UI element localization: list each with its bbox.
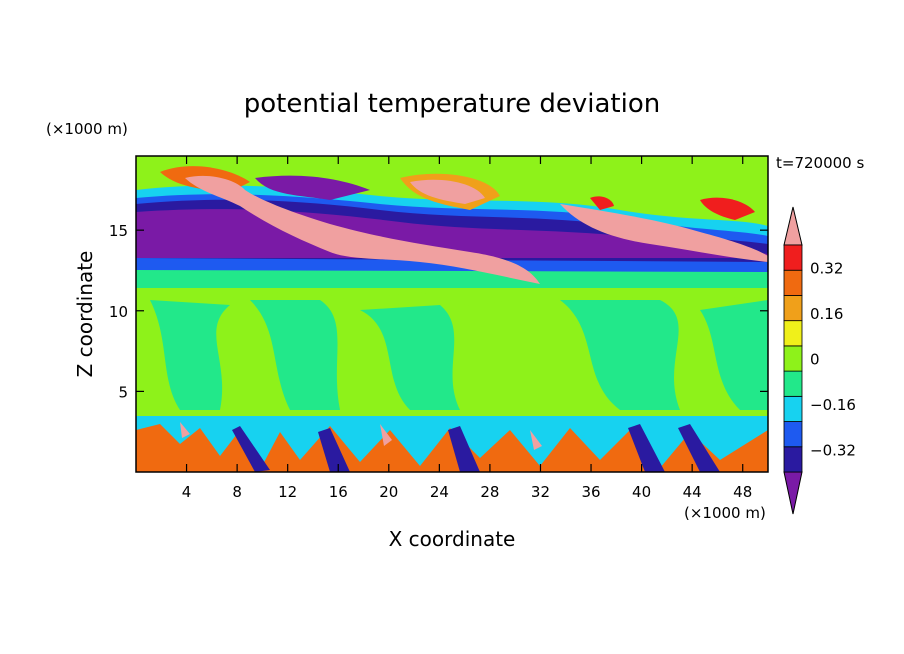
colorbar-segment bbox=[783, 395, 803, 422]
colorbar: 0.32 0.16 0 −0.16 −0.32 bbox=[783, 206, 856, 515]
x-tick-label: 32 bbox=[531, 483, 550, 501]
colorbar-extend-min bbox=[783, 471, 803, 515]
contour-field bbox=[136, 156, 768, 472]
x-tick-label: 24 bbox=[430, 483, 449, 501]
colorbar-segment bbox=[783, 370, 803, 397]
x-axis-label: X coordinate bbox=[389, 527, 516, 551]
plot-frame bbox=[135, 155, 769, 473]
contour-band bbox=[318, 428, 350, 472]
x-axis: 4 8 12 16 20 24 28 32 36 40 44 48 bbox=[182, 156, 752, 501]
time-label: t=720000 s bbox=[776, 154, 864, 172]
contour-band bbox=[185, 175, 540, 284]
colorbar-segment bbox=[783, 244, 803, 271]
colorbar-tick-label: 0.16 bbox=[810, 305, 843, 323]
contour-band bbox=[360, 305, 460, 410]
contour-band bbox=[700, 300, 768, 410]
colorbar-tick-label: −0.16 bbox=[810, 396, 856, 414]
contour-band bbox=[448, 426, 480, 472]
contour-band bbox=[678, 424, 720, 472]
colorbar-segment bbox=[783, 421, 803, 448]
contour-band bbox=[380, 424, 392, 446]
contour-band bbox=[590, 196, 614, 210]
y-unit-label: (×1000 m) bbox=[46, 120, 128, 138]
colorbar-segment bbox=[783, 295, 803, 322]
x-tick-label: 28 bbox=[480, 483, 499, 501]
x-tick-label: 48 bbox=[733, 483, 752, 501]
x-tick-label: 8 bbox=[232, 483, 242, 501]
colorbar-segment bbox=[783, 269, 803, 296]
x-tick-label: 12 bbox=[278, 483, 297, 501]
x-tick-label: 40 bbox=[632, 483, 651, 501]
colorbar-segment bbox=[783, 320, 803, 347]
contour-band bbox=[180, 422, 190, 438]
y-tick-label: 15 bbox=[109, 222, 128, 240]
colorbar-tick-label: −0.32 bbox=[810, 441, 856, 459]
chart-title: potential temperature deviation bbox=[244, 89, 660, 119]
colorbar-segment bbox=[783, 446, 803, 473]
contour-band bbox=[255, 175, 370, 200]
colorbar-segment bbox=[783, 345, 803, 372]
x-tick-label: 16 bbox=[329, 483, 348, 501]
y-tick-label: 5 bbox=[118, 383, 128, 401]
contour-band bbox=[560, 204, 768, 262]
contour-band bbox=[410, 179, 485, 204]
contour-band bbox=[530, 430, 542, 450]
contour-band bbox=[250, 300, 340, 410]
contour-band bbox=[628, 424, 665, 472]
x-tick-label: 20 bbox=[379, 483, 398, 501]
contour-band bbox=[560, 300, 680, 410]
y-tick-label: 10 bbox=[109, 303, 128, 321]
contour-band bbox=[700, 197, 755, 220]
x-unit-label: (×1000 m) bbox=[684, 504, 766, 522]
y-axis: 5 10 15 bbox=[109, 222, 768, 401]
contour-band bbox=[232, 426, 270, 472]
x-tick-label: 36 bbox=[581, 483, 600, 501]
x-tick-label: 4 bbox=[182, 483, 192, 501]
colorbar-tick-label: 0 bbox=[810, 351, 820, 369]
colorbar-extend-max bbox=[783, 206, 803, 246]
x-tick-label: 44 bbox=[683, 483, 702, 501]
colorbar-tick-label: 0.32 bbox=[810, 260, 843, 278]
y-axis-label: Z coordinate bbox=[73, 251, 97, 378]
contour-band bbox=[136, 424, 768, 472]
contour-band bbox=[150, 300, 230, 410]
